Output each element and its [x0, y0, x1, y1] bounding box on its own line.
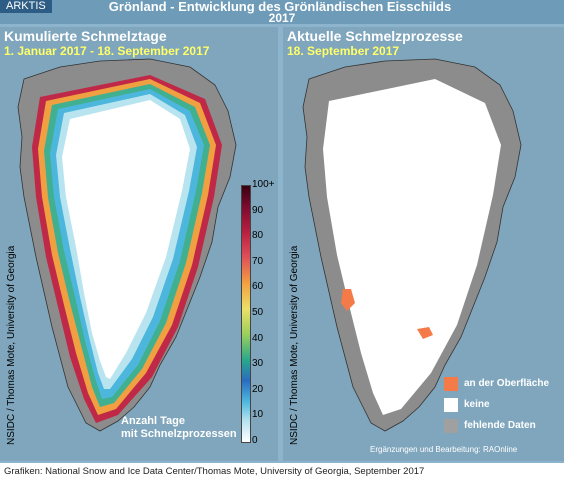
panel-title-current: Aktuelle Schmelzprozesse [287, 28, 463, 44]
colorbar-tick: 70 [252, 256, 264, 267]
melt-area-east [417, 327, 433, 339]
colorbar-tick: 100+ [252, 179, 275, 190]
cumulative-melt-panel: Kumulierte Schmelztage 1. Januar 2017 - … [0, 27, 278, 461]
legend-swatch [444, 377, 458, 391]
panel-title-cumulative: Kumulierte Schmelztage [4, 28, 167, 44]
colorbar-tick: 0 [252, 435, 258, 446]
colorbar-tick: 40 [252, 333, 264, 344]
panel-date-current: 18. September 2017 [287, 44, 400, 58]
ice-interior [62, 100, 190, 379]
cumulative-melt-map [17, 58, 237, 432]
legend-label: fehlende Daten [464, 420, 536, 431]
year-label: 2017 [268, 11, 296, 25]
legend-swatch [444, 398, 458, 412]
footer-credit: Grafiken: National Snow and Ice Data Cen… [0, 463, 564, 480]
edit-credit: Ergänzungen und Bearbeitung: RAOnline [370, 445, 518, 454]
page-title: Grönland - Entwicklung des Grönländische… [108, 0, 452, 14]
colorbar-tick: 60 [252, 281, 264, 292]
colorbar-tick: 30 [252, 358, 264, 369]
header-bar: ARKTIS Grönland - Entwicklung des Grönlä… [0, 0, 564, 24]
ice-sheet [323, 79, 501, 415]
current-melt-map [302, 58, 522, 432]
colorbar-annotation-line2: mit Schnelzprozessen [121, 428, 237, 440]
source-credit-right: NSIDC / Thomas Mote, University of Georg… [289, 245, 300, 445]
legend-label: keine [464, 399, 490, 410]
colorbar-tick: 20 [252, 384, 264, 395]
legend-label: an der Oberfläche [464, 378, 550, 389]
source-credit-left: NSIDC / Thomas Mote, University of Georg… [6, 245, 17, 445]
melt-area-west [341, 289, 355, 311]
melt-days-colorbar [241, 185, 251, 443]
legend-swatch [444, 419, 458, 433]
colorbar-annotation-line1: Anzahl Tage [121, 415, 185, 427]
colorbar-tick: 90 [252, 205, 264, 216]
current-melt-panel: Aktuelle Schmelzprozesse 18. September 2… [283, 27, 564, 461]
colorbar-tick: 80 [252, 230, 264, 241]
colorbar-tick: 10 [252, 409, 264, 420]
colorbar-tick: 50 [252, 307, 264, 318]
brand-label: ARKTIS [0, 0, 52, 13]
panel-date-range: 1. Januar 2017 - 18. September 2017 [4, 44, 210, 58]
